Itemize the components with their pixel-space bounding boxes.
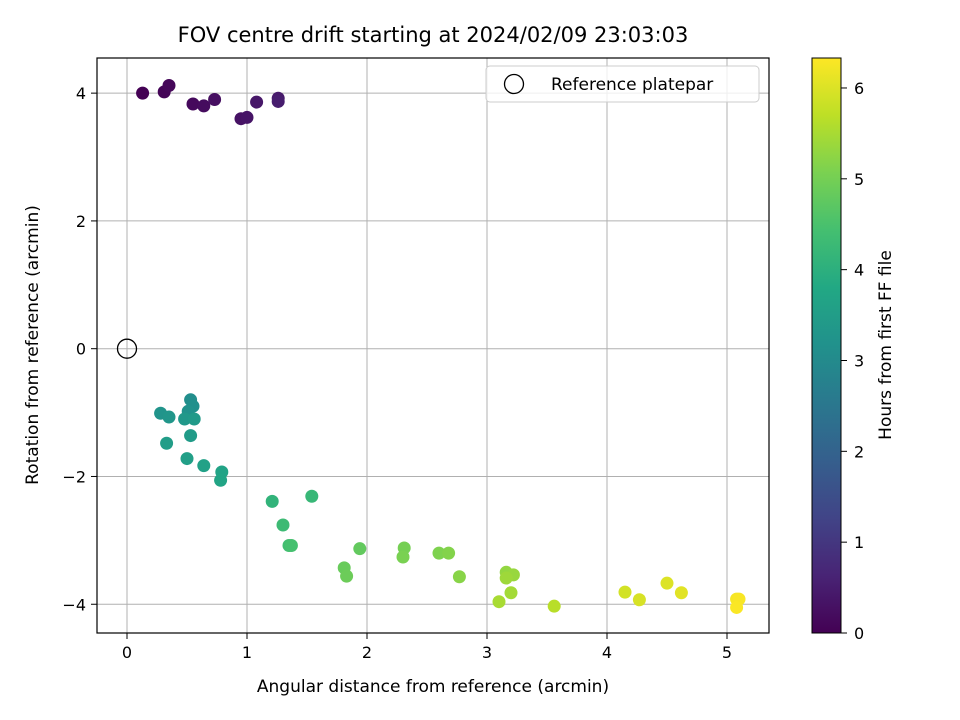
data-point xyxy=(284,538,298,552)
chart-title: FOV centre drift starting at 2024/02/09 … xyxy=(178,23,689,47)
data-point xyxy=(632,593,646,607)
x-tick-label: 4 xyxy=(602,643,612,662)
colorbar-tick-label: 0 xyxy=(854,624,864,643)
plot-background xyxy=(97,58,769,633)
y-tick-label: −2 xyxy=(62,467,86,486)
data-point xyxy=(674,586,688,600)
colorbar: 0 1 2 3 4 5 6 Hours from first FF file xyxy=(811,57,896,643)
x-tick-label: 3 xyxy=(482,643,492,662)
y-tick-label: −4 xyxy=(62,595,86,614)
data-point xyxy=(162,410,176,424)
plot-area: 0 1 2 3 4 5 −4 −2 0 2 4 xyxy=(62,57,770,662)
data-point xyxy=(265,494,279,508)
data-point xyxy=(730,600,744,614)
data-point xyxy=(197,459,211,473)
data-points xyxy=(136,78,746,614)
colorbar-ticks: 0 1 2 3 4 5 6 xyxy=(841,79,864,643)
colorbar-tick-label: 5 xyxy=(854,170,864,189)
x-tick-label: 5 xyxy=(722,643,732,662)
legend-entry-reference: Reference platepar xyxy=(551,75,713,95)
colorbar-gradient xyxy=(811,57,842,634)
data-point xyxy=(208,93,222,107)
data-point xyxy=(186,97,200,111)
x-axis-label: Angular distance from reference (arcmin) xyxy=(257,677,609,697)
data-point xyxy=(432,546,446,560)
data-point xyxy=(184,429,198,443)
colorbar-tick-label: 1 xyxy=(854,533,864,552)
colorbar-tick-label: 3 xyxy=(854,351,864,370)
x-tick-label: 1 xyxy=(242,643,252,662)
data-point xyxy=(547,599,561,613)
data-point xyxy=(187,412,201,426)
data-point xyxy=(276,518,290,532)
data-point xyxy=(340,569,354,583)
data-point xyxy=(136,86,150,100)
colorbar-tick-label: 2 xyxy=(854,442,864,461)
reference-marker-group xyxy=(116,338,138,359)
legend-box xyxy=(485,65,760,103)
x-tick-label: 0 xyxy=(122,643,132,662)
data-point xyxy=(353,542,367,556)
data-point xyxy=(442,546,456,560)
data-point xyxy=(504,586,518,600)
y-axis-label: Rotation from reference (arcmin) xyxy=(23,205,43,485)
data-point xyxy=(180,452,194,466)
x-axis-ticks: 0 1 2 3 4 5 xyxy=(122,633,732,662)
y-tick-label: 0 xyxy=(76,340,86,359)
colorbar-tick-label: 6 xyxy=(854,79,864,98)
plot-frame xyxy=(96,57,770,634)
data-point xyxy=(240,110,254,124)
data-point xyxy=(250,95,264,109)
colorbar-tick-label: 4 xyxy=(854,261,864,280)
data-point xyxy=(452,570,466,584)
data-point xyxy=(178,412,192,426)
data-point xyxy=(492,595,506,609)
data-point xyxy=(214,473,228,487)
x-tick-label: 2 xyxy=(362,643,372,662)
legend-marker-icon xyxy=(503,73,525,95)
data-point xyxy=(499,571,513,585)
data-point xyxy=(618,585,632,599)
reference-platepar-marker xyxy=(116,338,138,359)
data-point xyxy=(660,576,674,590)
y-tick-label: 2 xyxy=(76,212,86,231)
data-point xyxy=(162,78,176,92)
data-point xyxy=(396,550,410,564)
data-point xyxy=(197,99,211,113)
data-point xyxy=(305,489,319,503)
legend: Reference platepar xyxy=(485,65,760,103)
y-tick-label: 4 xyxy=(76,84,86,103)
data-point xyxy=(160,436,174,450)
colorbar-label: Hours from first FF file xyxy=(876,250,896,440)
data-point xyxy=(271,94,285,108)
y-axis-ticks: −4 −2 0 2 4 xyxy=(62,84,97,614)
